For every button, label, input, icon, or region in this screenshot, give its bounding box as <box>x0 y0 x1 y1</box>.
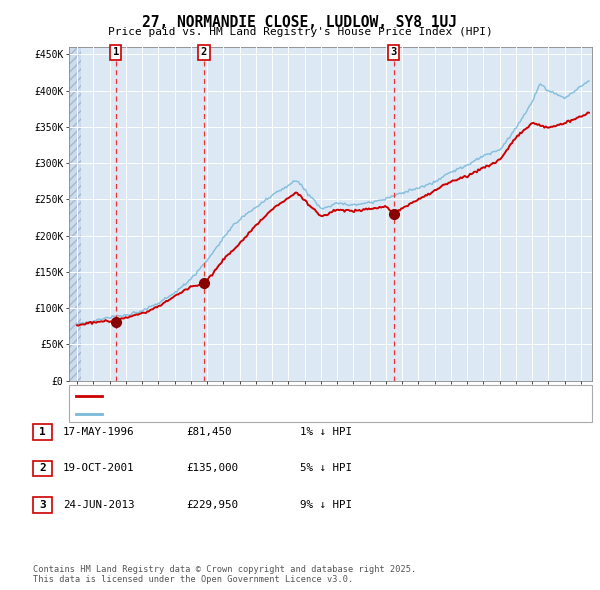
Text: HPI: Average price, detached house, Shropshire: HPI: Average price, detached house, Shro… <box>106 409 376 419</box>
Text: 27, NORMANDIE CLOSE, LUDLOW, SY8 1UJ (detached house): 27, NORMANDIE CLOSE, LUDLOW, SY8 1UJ (de… <box>106 391 418 401</box>
Text: 2: 2 <box>39 464 46 473</box>
Text: 1% ↓ HPI: 1% ↓ HPI <box>300 427 352 437</box>
Text: 2: 2 <box>201 47 207 57</box>
Text: Contains HM Land Registry data © Crown copyright and database right 2025.
This d: Contains HM Land Registry data © Crown c… <box>33 565 416 584</box>
Text: 1: 1 <box>113 47 119 57</box>
Text: 19-OCT-2001: 19-OCT-2001 <box>63 464 134 473</box>
Text: £229,950: £229,950 <box>186 500 238 510</box>
Text: 3: 3 <box>391 47 397 57</box>
Text: 9% ↓ HPI: 9% ↓ HPI <box>300 500 352 510</box>
Text: 3: 3 <box>39 500 46 510</box>
Text: 1: 1 <box>39 427 46 437</box>
Text: 5% ↓ HPI: 5% ↓ HPI <box>300 464 352 473</box>
Text: £81,450: £81,450 <box>186 427 232 437</box>
Text: Price paid vs. HM Land Registry's House Price Index (HPI): Price paid vs. HM Land Registry's House … <box>107 27 493 37</box>
Bar <box>69 47 81 381</box>
Text: 24-JUN-2013: 24-JUN-2013 <box>63 500 134 510</box>
Text: 27, NORMANDIE CLOSE, LUDLOW, SY8 1UJ: 27, NORMANDIE CLOSE, LUDLOW, SY8 1UJ <box>143 15 458 30</box>
Text: 17-MAY-1996: 17-MAY-1996 <box>63 427 134 437</box>
Text: £135,000: £135,000 <box>186 464 238 473</box>
